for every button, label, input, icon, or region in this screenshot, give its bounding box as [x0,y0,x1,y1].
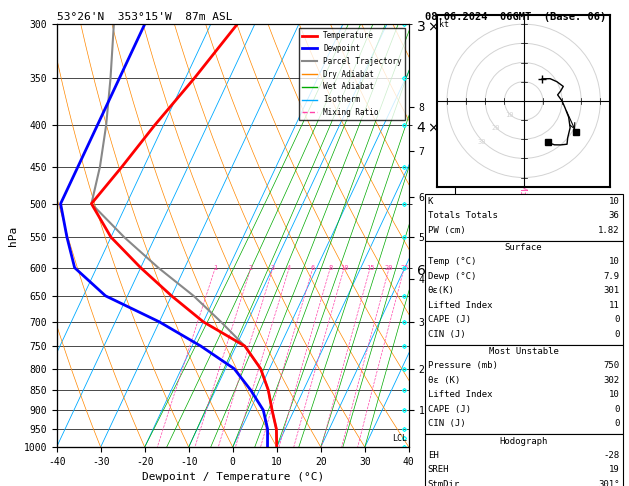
Text: 7.9: 7.9 [603,272,620,281]
Text: EH: EH [428,451,438,460]
Text: Lifted Index: Lifted Index [428,301,493,310]
Text: 15: 15 [366,265,374,271]
Text: 10: 10 [609,390,620,399]
Text: © weatheronline.co.uk: © weatheronline.co.uk [471,472,576,481]
Text: 30: 30 [478,139,486,145]
Text: 0: 0 [614,330,620,339]
Text: 750: 750 [603,361,620,370]
Text: θε (K): θε (K) [428,376,460,385]
Text: 1.82: 1.82 [598,226,620,235]
Text: Hodograph: Hodograph [499,437,548,446]
Text: 36: 36 [609,211,620,221]
Text: 1: 1 [213,265,218,271]
Text: 0: 0 [614,419,620,429]
Text: PW (cm): PW (cm) [428,226,465,235]
Text: 11: 11 [609,301,620,310]
Y-axis label: hPa: hPa [8,226,18,246]
Text: 0: 0 [614,405,620,414]
Text: 301°: 301° [598,480,620,486]
Text: K: K [428,197,433,206]
Y-axis label: Mixing Ratio (g/kg): Mixing Ratio (g/kg) [518,185,527,287]
Text: θε(K): θε(K) [428,286,455,295]
Text: 3: 3 [271,265,275,271]
Text: 10: 10 [506,112,514,118]
Text: LCL: LCL [392,434,407,443]
Text: Lifted Index: Lifted Index [428,390,493,399]
Text: 0: 0 [614,315,620,325]
Text: 20: 20 [385,265,394,271]
Text: kt: kt [439,20,449,29]
Text: 8: 8 [328,265,333,271]
Text: Dewp (°C): Dewp (°C) [428,272,476,281]
Text: SREH: SREH [428,465,449,474]
Text: Most Unstable: Most Unstable [489,347,559,357]
X-axis label: Dewpoint / Temperature (°C): Dewpoint / Temperature (°C) [142,472,324,483]
Text: Pressure (mb): Pressure (mb) [428,361,498,370]
Text: 10: 10 [609,257,620,266]
Text: 53°26'N  353°15'W  87m ASL: 53°26'N 353°15'W 87m ASL [57,12,232,22]
Text: 301: 301 [603,286,620,295]
Legend: Temperature, Dewpoint, Parcel Trajectory, Dry Adiabat, Wet Adiabat, Isotherm, Mi: Temperature, Dewpoint, Parcel Trajectory… [299,28,405,120]
Text: CIN (J): CIN (J) [428,330,465,339]
Text: CIN (J): CIN (J) [428,419,465,429]
Text: 6: 6 [311,265,315,271]
Text: 19: 19 [609,465,620,474]
Text: 302: 302 [603,376,620,385]
Text: 08.06.2024  06GMT  (Base: 06): 08.06.2024 06GMT (Base: 06) [425,12,606,22]
Text: -28: -28 [603,451,620,460]
Text: Totals Totals: Totals Totals [428,211,498,221]
Text: 2: 2 [249,265,253,271]
Text: 10: 10 [340,265,348,271]
Text: 10: 10 [609,197,620,206]
Text: Surface: Surface [505,243,542,253]
Text: StmDir: StmDir [428,480,460,486]
Text: CAPE (J): CAPE (J) [428,405,470,414]
Text: 25: 25 [400,265,409,271]
Y-axis label: km
ASL: km ASL [484,236,501,257]
Text: CAPE (J): CAPE (J) [428,315,470,325]
Text: 20: 20 [492,125,500,131]
Text: Temp (°C): Temp (°C) [428,257,476,266]
Text: 4: 4 [287,265,291,271]
